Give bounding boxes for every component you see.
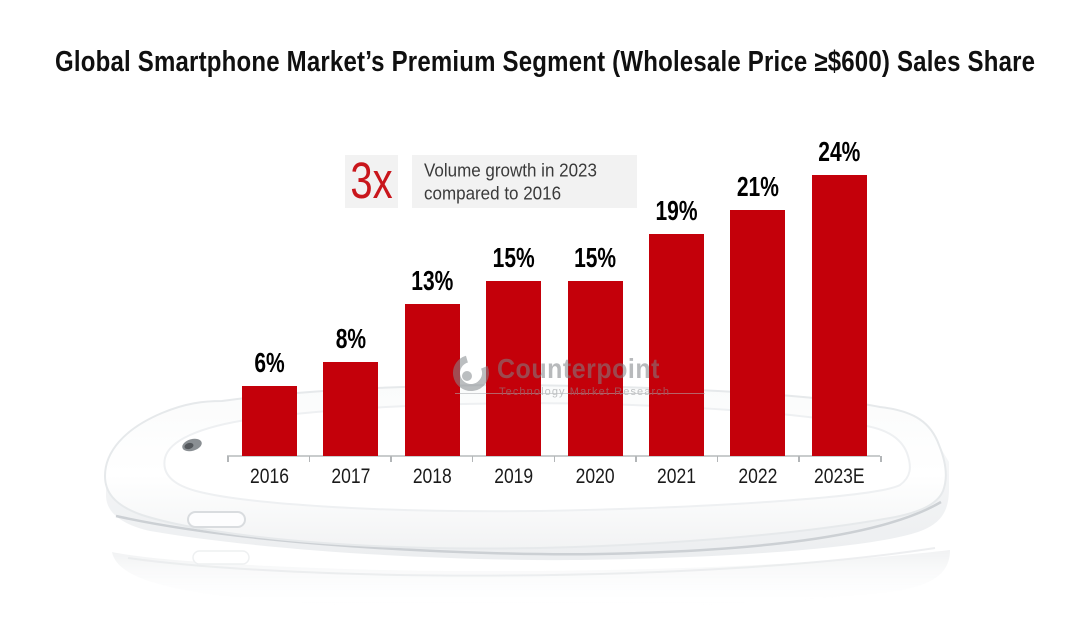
- value-label-2017: 8%: [335, 324, 367, 355]
- x-axis-tick-5: [635, 456, 637, 462]
- x-axis-tick-6: [716, 456, 719, 462]
- category-label-2017: 2017: [331, 464, 371, 488]
- growth-annotation-box: Volume growth in 2023 compared to 2016: [412, 155, 637, 208]
- x-axis-line: [227, 455, 880, 457]
- category-label-2021: 2021: [657, 464, 696, 488]
- phone-side-button: [187, 511, 246, 528]
- phone-seam-line: [115, 500, 942, 556]
- value-label-2018: 13%: [411, 266, 454, 297]
- x-axis-tick-7: [798, 456, 800, 462]
- watermark-brand: Counterpoint: [497, 354, 660, 385]
- counterpoint-logo-icon: [453, 355, 489, 391]
- phone-camera-icon: [182, 438, 202, 452]
- growth-annotation-line1: Volume growth in 2023: [424, 159, 597, 181]
- bar-2023E: [811, 175, 867, 456]
- x-axis-tick-4: [553, 456, 555, 462]
- growth-annotation-line2: compared to 2016: [424, 182, 562, 204]
- bar-2022: [730, 210, 786, 456]
- bar-2020: [567, 280, 623, 456]
- value-label-2021: 19%: [655, 196, 698, 227]
- value-label-2020: 15%: [574, 243, 617, 273]
- value-label-2019: 15%: [492, 243, 535, 273]
- watermark-tagline: Technology Market Research: [499, 386, 671, 398]
- bar-2017: [323, 362, 379, 456]
- x-axis-tick-2: [390, 456, 392, 462]
- category-label-2022: 2022: [738, 464, 778, 488]
- bar-2018: [404, 303, 460, 456]
- bar-2016: [242, 385, 297, 456]
- x-axis-tick-0: [227, 456, 229, 462]
- x-axis-tick-8: [880, 456, 882, 462]
- counterpoint-watermark: Counterpoint Technology Market Research: [450, 350, 750, 410]
- bar-2019: [486, 280, 542, 456]
- category-label-2016: 2016: [250, 464, 289, 488]
- phone-reflection: [112, 547, 950, 609]
- value-label-2023E: 24%: [818, 137, 861, 168]
- category-label-2018: 2018: [412, 464, 452, 488]
- category-label-2019: 2019: [494, 464, 534, 488]
- value-label-2016: 6%: [254, 348, 285, 379]
- x-axis-tick-3: [471, 456, 474, 462]
- bar-2021: [649, 233, 704, 456]
- x-axis-tick-1: [308, 456, 311, 462]
- growth-multiplier-badge: 3x: [345, 155, 398, 208]
- category-label-2020: 2020: [575, 464, 615, 488]
- watermark-rule: [455, 393, 705, 394]
- growth-multiplier-value: 3x: [350, 152, 393, 210]
- chart-title: Global Smartphone Market’s Premium Segme…: [55, 46, 1036, 78]
- value-label-2022: 21%: [736, 172, 779, 203]
- category-label-2023E: 2023E: [813, 464, 865, 488]
